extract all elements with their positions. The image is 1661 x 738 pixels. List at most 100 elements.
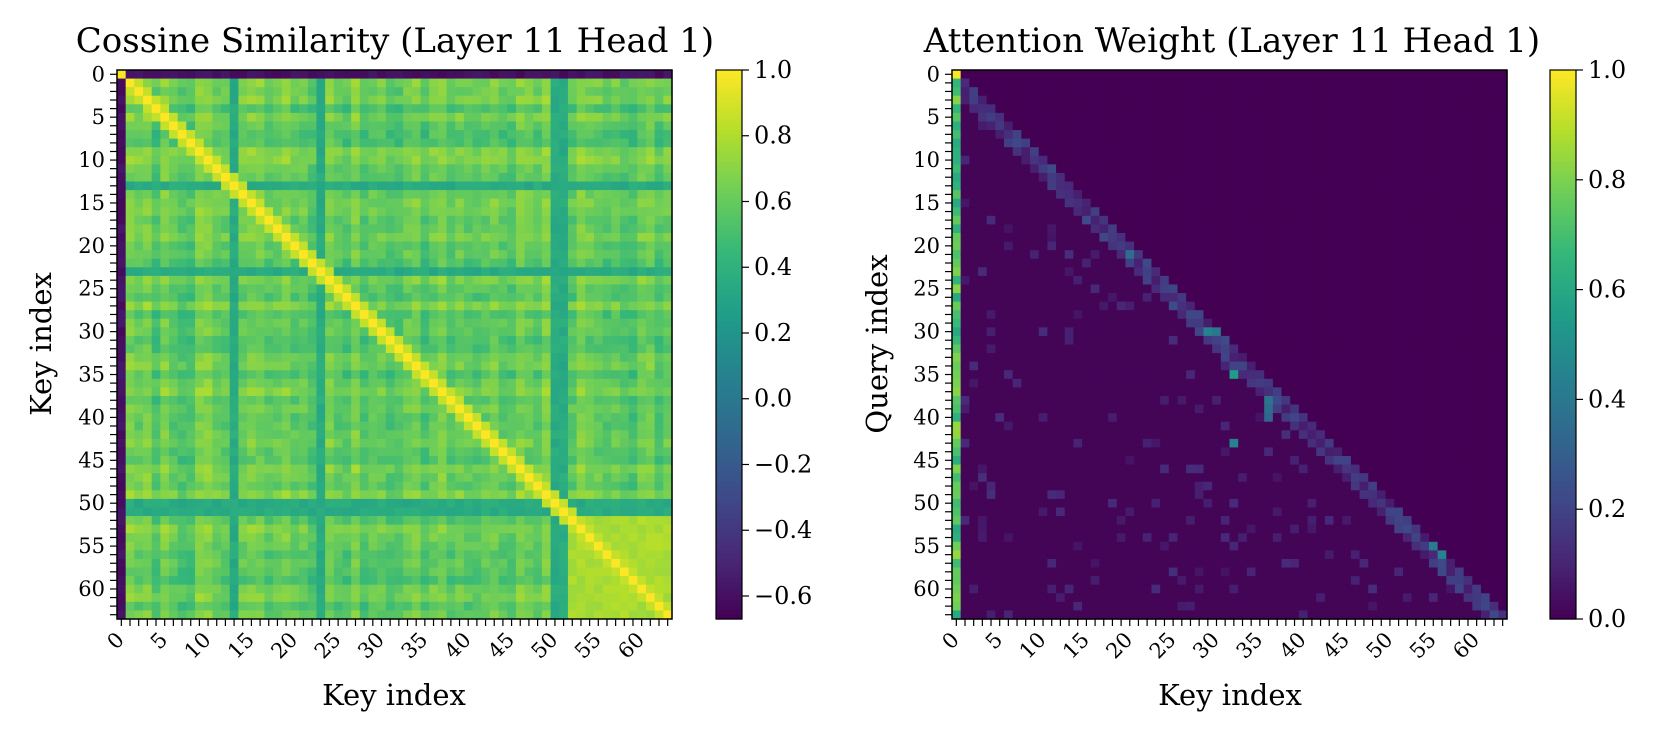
heatmap-cell: [169, 275, 179, 286]
heatmap-cell: [1255, 104, 1265, 114]
heatmap-cell: [377, 370, 387, 380]
heatmap-cell: [351, 70, 361, 80]
heatmap-cell: [351, 121, 361, 131]
heatmap-cell: [437, 473, 448, 483]
heatmap-cell: [195, 490, 205, 500]
heatmap-cell: [186, 361, 196, 371]
heatmap-cell: [1220, 78, 1231, 88]
heatmap-cell: [455, 447, 465, 457]
heatmap-cell: [507, 593, 517, 603]
heatmap-cell: [1272, 70, 1283, 80]
heatmap-cell: [368, 473, 378, 483]
colorbar-segment: [716, 83, 742, 89]
heatmap-cell: [316, 121, 326, 131]
heatmap-cell: [143, 284, 153, 294]
heatmap-cell: [637, 558, 647, 569]
heatmap-cell: [177, 112, 187, 123]
heatmap-cell: [229, 190, 239, 200]
heatmap-cell: [403, 550, 413, 560]
heatmap-cell: [143, 361, 153, 371]
heatmap-cell: [325, 250, 335, 260]
heatmap-cell: [420, 593, 430, 603]
heatmap-cell: [1420, 87, 1430, 97]
heatmap-cell: [628, 301, 638, 311]
heatmap-cell: [264, 284, 274, 294]
heatmap-cell: [498, 430, 508, 440]
colorbar-segment: [716, 120, 742, 126]
heatmap-cell: [619, 138, 630, 148]
heatmap-cell: [541, 327, 552, 337]
heatmap-cell: [195, 421, 205, 431]
heatmap-cell: [1125, 78, 1135, 88]
heatmap-cell: [169, 576, 179, 586]
heatmap-cell: [1108, 104, 1118, 114]
heatmap-cell: [160, 524, 170, 534]
heatmap-cell: [654, 550, 664, 560]
heatmap-cell: [1168, 121, 1179, 131]
heatmap-cell: [585, 387, 595, 397]
heatmap-cell: [273, 370, 283, 380]
heatmap-cell: [507, 550, 517, 560]
heatmap-cell: [524, 275, 534, 286]
heatmap-cell: [628, 430, 638, 440]
heatmap-cell: [567, 541, 578, 551]
heatmap-cell: [394, 456, 404, 466]
heatmap-cell: [186, 481, 196, 491]
heatmap-cell: [550, 104, 560, 114]
heatmap-cell: [498, 164, 508, 174]
heatmap-cell: [1194, 70, 1205, 80]
heatmap-cell: [585, 516, 595, 526]
heatmap-cell: [117, 250, 127, 260]
heatmap-cell: [212, 447, 222, 457]
heatmap-cell: [576, 215, 586, 226]
heatmap-cell: [455, 275, 465, 286]
heatmap-cell: [290, 147, 300, 157]
heatmap-cell: [541, 275, 552, 286]
heatmap-cell: [368, 284, 378, 294]
heatmap-cell: [316, 507, 326, 517]
heatmap-cell: [403, 181, 413, 191]
heatmap-cell: [1290, 78, 1300, 88]
heatmap-cell: [394, 275, 404, 286]
heatmap-cell: [463, 250, 474, 260]
heatmap-cell: [498, 78, 508, 88]
heatmap-cell: [1186, 112, 1196, 123]
heatmap-cell: [567, 378, 578, 388]
heatmap-cell: [654, 361, 664, 371]
heatmap-cell: [524, 610, 534, 620]
heatmap-cell: [481, 413, 491, 423]
heatmap-cell: [368, 258, 378, 268]
heatmap-cell: [585, 498, 595, 509]
heatmap-cell: [654, 438, 664, 449]
heatmap-cell: [420, 438, 430, 449]
heatmap-cell: [160, 121, 170, 131]
heatmap-cell: [1108, 87, 1118, 97]
heatmap-cell: [117, 438, 127, 449]
colorbar-segment: [716, 458, 742, 465]
heatmap-cell: [125, 404, 135, 414]
heatmap-cell: [628, 344, 638, 354]
heatmap-cell: [195, 481, 205, 491]
heatmap-cell: [143, 215, 153, 226]
heatmap-cell: [524, 95, 534, 105]
heatmap-cell: [515, 112, 526, 123]
heatmap-cell: [351, 198, 361, 208]
heatmap-cell: [455, 524, 465, 534]
heatmap-cell: [420, 490, 430, 500]
heatmap-cell: [134, 335, 144, 346]
heatmap-cell: [316, 541, 326, 551]
heatmap-cell: [1064, 104, 1074, 114]
heatmap-cell: [952, 147, 962, 157]
heatmap-cell: [420, 130, 430, 140]
heatmap-cell: [151, 181, 161, 191]
heatmap-cell: [151, 275, 161, 286]
heatmap-cell: [619, 361, 630, 371]
heatmap-cell: [524, 421, 534, 431]
heatmap-cell: [559, 481, 569, 491]
heatmap-cell: [1082, 78, 1092, 88]
heatmap-cell: [1480, 70, 1491, 80]
heatmap-cell: [455, 104, 465, 114]
heatmap-cell: [195, 104, 205, 114]
heatmap-cell: [611, 387, 621, 397]
heatmap-cell: [160, 421, 170, 431]
